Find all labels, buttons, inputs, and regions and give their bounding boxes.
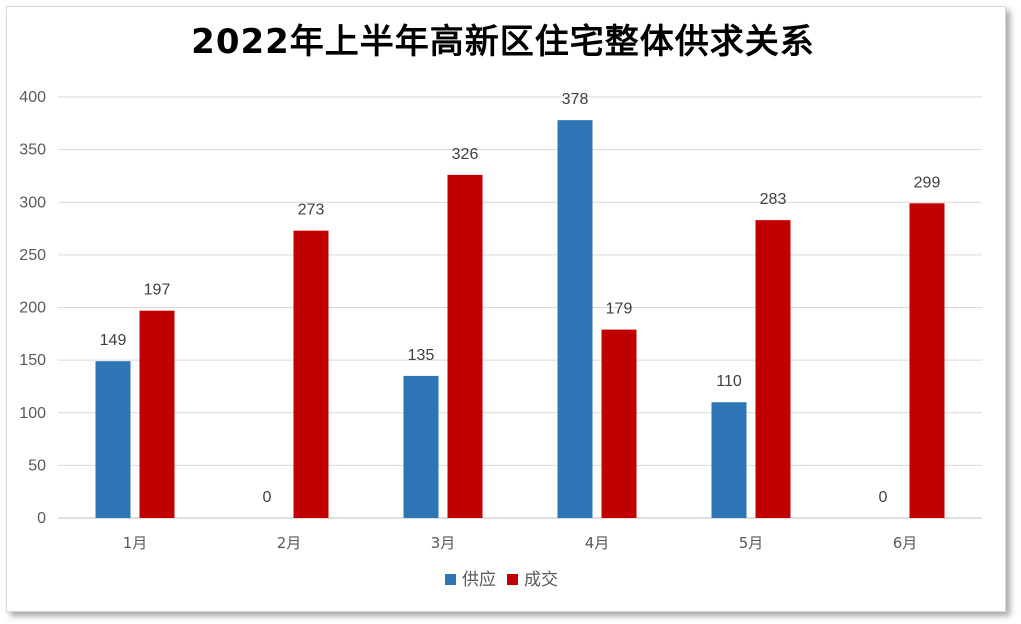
bar-deal	[447, 174, 483, 518]
legend-label: 供应	[462, 570, 496, 590]
y-tick-label: 0	[37, 510, 46, 527]
y-tick-label: 300	[19, 194, 46, 211]
bar-deal	[909, 203, 945, 519]
data-label: 273	[298, 202, 325, 219]
y-tick-label: 250	[19, 247, 46, 264]
bar-supply	[403, 375, 439, 518]
data-label: 135	[408, 347, 435, 364]
bar-deal	[293, 230, 329, 519]
data-label: 179	[606, 301, 633, 318]
x-tick-label: 2月	[277, 534, 302, 552]
x-tick-label: 1月	[123, 534, 148, 552]
data-label: 378	[562, 91, 589, 108]
bar-supply	[95, 361, 131, 518]
x-tick-label: 5月	[739, 534, 764, 552]
y-tick-label: 400	[19, 89, 46, 106]
chart-title: 2022年上半年高新区住宅整体供求关系	[191, 22, 815, 62]
data-label: 0	[263, 489, 272, 506]
data-label: 326	[452, 146, 479, 163]
bar-supply	[557, 120, 593, 518]
legend-swatch	[445, 574, 456, 585]
data-label: 197	[144, 282, 171, 299]
y-tick-label: 100	[19, 405, 46, 422]
bar-deal	[601, 329, 637, 518]
x-tick-label: 6月	[893, 534, 918, 552]
y-tick-label: 150	[19, 352, 46, 369]
data-label: 149	[100, 332, 127, 349]
y-tick-label: 350	[19, 142, 46, 159]
x-tick-label: 4月	[585, 534, 610, 552]
data-label: 0	[879, 489, 888, 506]
y-tick-label: 200	[19, 300, 46, 317]
bar-supply	[711, 402, 747, 518]
x-tick-label: 3月	[431, 534, 456, 552]
bar-deal	[139, 310, 175, 518]
bar-deal	[755, 220, 791, 518]
data-label: 110	[716, 373, 742, 390]
legend-label: 成交	[524, 570, 558, 590]
data-label: 299	[914, 174, 941, 191]
y-tick-label: 50	[28, 457, 46, 474]
data-label: 283	[760, 191, 787, 208]
legend-swatch	[507, 574, 518, 585]
